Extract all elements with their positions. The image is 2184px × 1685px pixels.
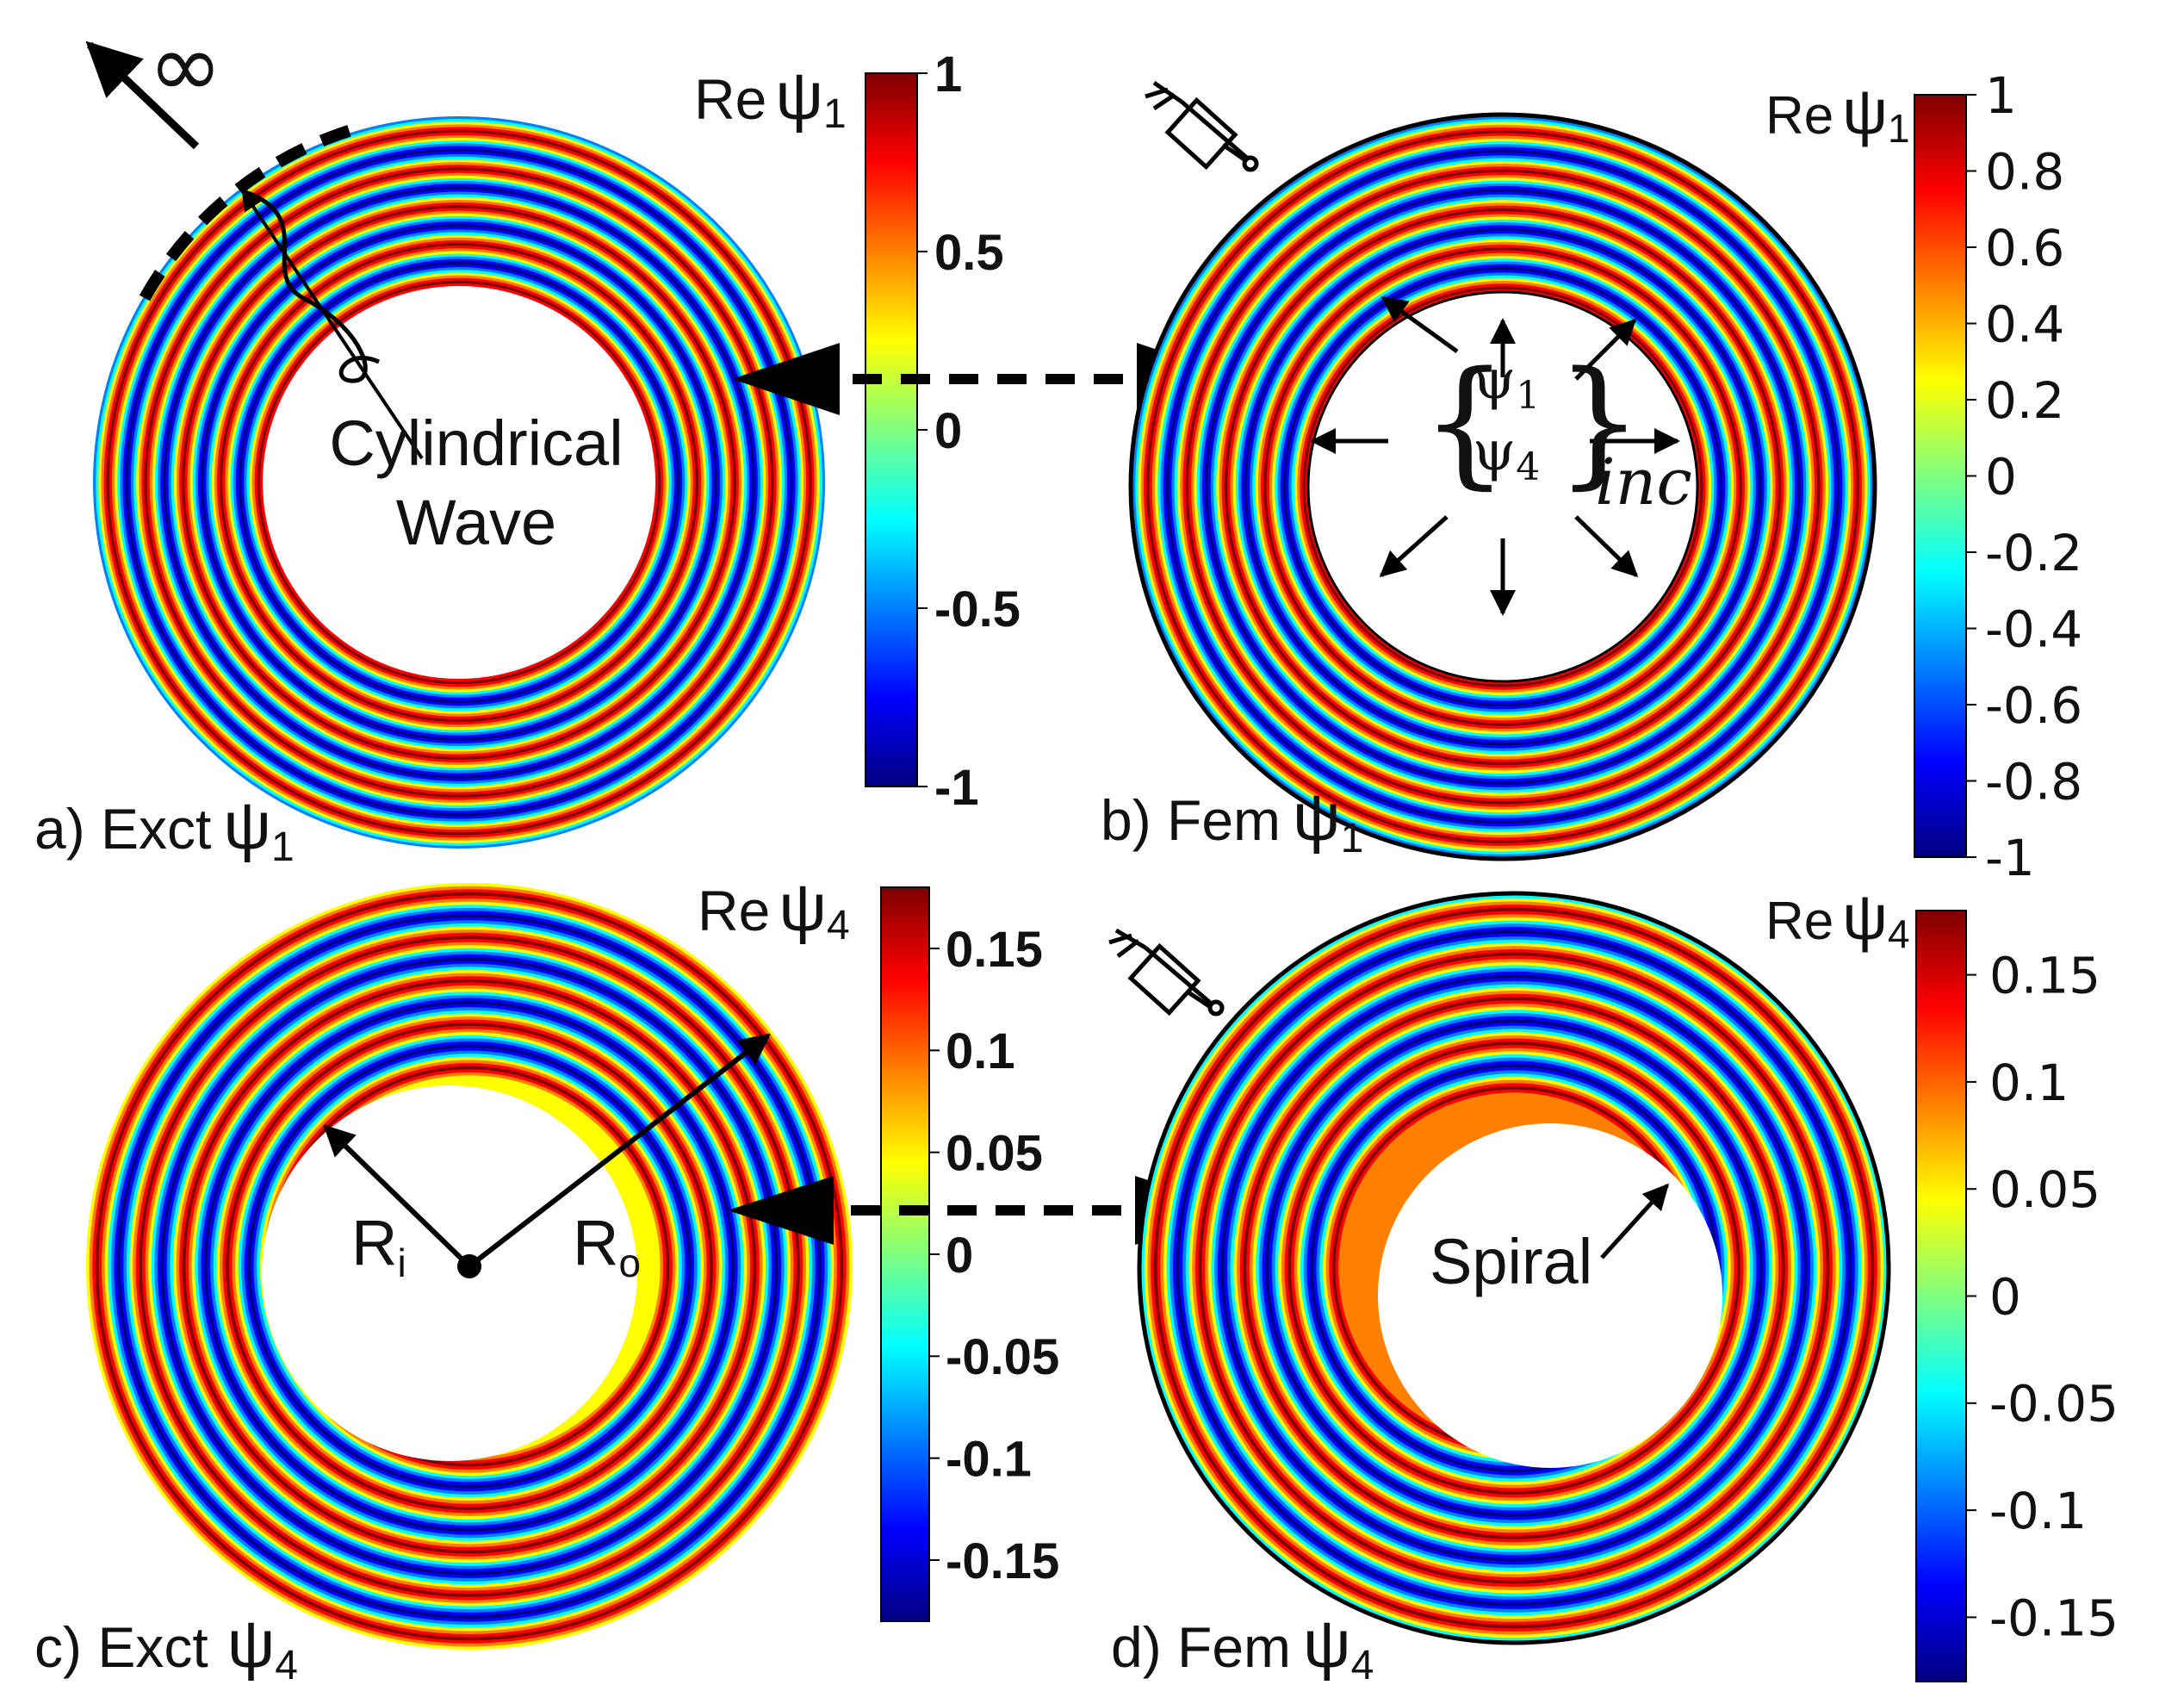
- colorbar-tick-label: 0.15: [946, 922, 1043, 978]
- colorbar-tick-label: 0.1: [946, 1023, 1015, 1079]
- colorbar-tick-label: -0.1: [946, 1432, 1032, 1488]
- colorbar-tick-label: 0.1: [1989, 1054, 2069, 1112]
- colorbar-tick-label: 0.15: [1989, 946, 2100, 1004]
- colorbar-tick-label: 0.05: [1989, 1160, 2100, 1219]
- colorbar-tick-label: 0: [1985, 447, 2017, 506]
- panel-a-annulus: [93, 116, 825, 849]
- colorbar-a-title: Re ψ1: [694, 58, 847, 137]
- inner-hole: [263, 286, 655, 679]
- infinity-symbol: ∞: [148, 13, 223, 118]
- colorbar-tick-label: 0.05: [946, 1126, 1043, 1182]
- inner-hole: [262, 1085, 637, 1461]
- colorbar-tick-label: 0.2: [1985, 371, 2064, 430]
- panel-b-annulus: [1132, 116, 1873, 857]
- colorbar-d: 0.15 0.1 0.05 0 -0.05 -0.1 -0.15: [1915, 910, 2119, 1682]
- cylindrical-label: Cylindrical: [329, 407, 623, 479]
- colorbar-tick-label: 0.5: [934, 225, 1004, 281]
- caption-b: b) Fem ψ1: [1101, 779, 1363, 861]
- colorbar-tick-label: 1: [1985, 66, 2017, 125]
- colorbar-b-title: Re ψ1: [1765, 76, 1910, 151]
- inner-hole: [1308, 292, 1697, 681]
- colorbar-b: 1 0.8 0.6 0.4 0.2 0 -0.2 -0.4 -0.6 -0.8 -1: [1914, 66, 2082, 887]
- panel-d-annulus: [1141, 895, 1887, 1641]
- colorbar-tick-label: 0: [1989, 1267, 2021, 1326]
- colorbar-tick-label: -0.6: [1985, 676, 2082, 735]
- colorbar-tick-label: -0.5: [934, 581, 1021, 637]
- infinity-arrow: [85, 40, 200, 150]
- panel-b-inner-boundary: [1306, 290, 1699, 683]
- svg-text:}: }: [1555, 341, 1643, 502]
- colorbar-c-title: Re ψ4: [698, 869, 850, 948]
- spiral-label: Spiral: [1430, 1226, 1592, 1297]
- spiral-pointer: [1600, 1183, 1670, 1259]
- colorbar-tick-label: 1: [934, 47, 962, 103]
- colorbar-d-title: Re ψ4: [1765, 881, 1910, 956]
- colorbar-tick-label: -0.4: [1985, 600, 2082, 658]
- caption-d: d) Fem ψ4: [1111, 1606, 1374, 1685]
- colorbar-tick-label: 0: [934, 403, 962, 459]
- incident-arrows: [1310, 295, 1680, 616]
- colorbar-c: 0.15 0.1 0.05 0 -0.05 -0.1 -0.15: [880, 886, 1059, 1622]
- svg-text:inc: inc: [1595, 445, 1692, 519]
- colorbar-tick-label: 0.8: [1985, 142, 2064, 201]
- colorbar-a: 1 0.5 0 -0.5 -1: [865, 47, 1021, 816]
- svg-text:ψ4: ψ4: [1473, 420, 1540, 489]
- colorbar-tick-label: -1: [1985, 829, 2035, 887]
- svg-text:ψ1: ψ1: [1473, 348, 1540, 418]
- colorbar-tick-label: 0: [946, 1228, 973, 1284]
- colorbar-tick-label: -0.15: [946, 1533, 1059, 1589]
- colorbar-tick-label: 0.6: [1985, 219, 2064, 277]
- colorbar-tick-label: 0.4: [1985, 295, 2064, 353]
- panel-b-outer-boundary: [1128, 112, 1877, 861]
- incident-field-label: { } ψ1 ψ4 inc: [1421, 341, 1692, 519]
- colorbar-tick-label: -0.05: [1989, 1375, 2119, 1433]
- outer-radius-label: Ro: [573, 1207, 641, 1285]
- radius-arrows: [323, 1033, 771, 1278]
- colorbar-tick-label: -0.15: [1989, 1589, 2119, 1647]
- colorbar-tick-label: -0.1: [1989, 1482, 2087, 1540]
- damper-icon-d: [1108, 928, 1225, 1017]
- panel-d-outer-boundary: [1137, 891, 1891, 1645]
- inner-hole: [1378, 1123, 1722, 1468]
- caption-a: a) Exct ψ1: [34, 787, 295, 870]
- cylindrical-wave-arrow: [241, 189, 424, 460]
- far-field-boundary-dashed: [139, 121, 362, 302]
- caption-c: c) Exct ψ4: [34, 1606, 298, 1685]
- damper-icon-b: [1145, 80, 1259, 172]
- colorbar-tick-label: -0.05: [946, 1329, 1059, 1385]
- inner-radius-label: Ri: [351, 1207, 406, 1285]
- colorbar-tick-label: -0.2: [1985, 524, 2082, 582]
- colorbar-tick-label: -0.8: [1985, 752, 2082, 811]
- svg-text:{: {: [1421, 341, 1509, 502]
- colorbar-tick-label: -1: [934, 760, 979, 816]
- wave-label: Wave: [396, 487, 556, 558]
